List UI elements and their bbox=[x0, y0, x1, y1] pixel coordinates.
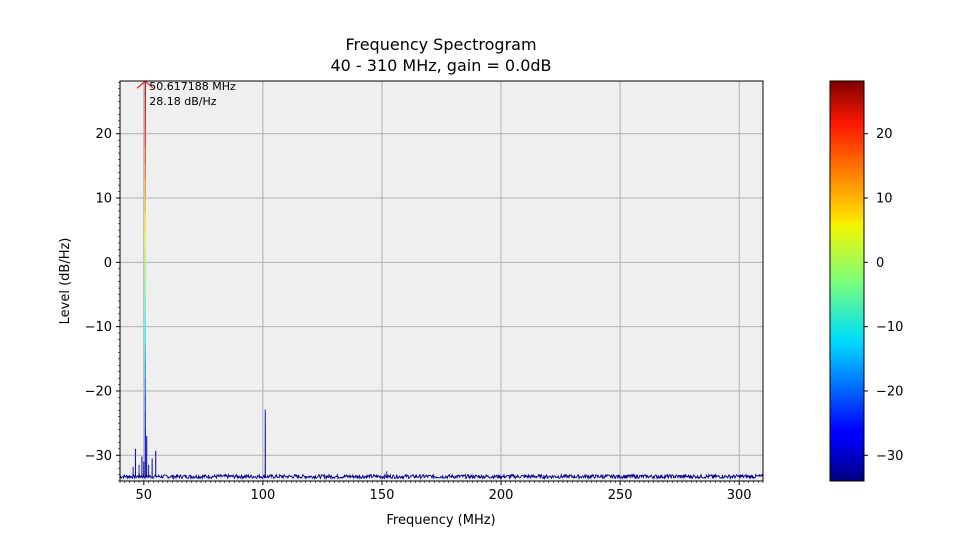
x-tick-label: 250 bbox=[608, 488, 633, 503]
y-tick-label: 10 bbox=[95, 192, 112, 207]
colorbar-tick-label: 10 bbox=[876, 192, 893, 207]
x-tick-label: 300 bbox=[727, 488, 752, 503]
y-axis-label: Level (dB/Hz) bbox=[58, 238, 73, 325]
colorbar-tick-label: −30 bbox=[876, 449, 903, 464]
y-tick-label: 0 bbox=[104, 256, 112, 271]
grid-lines bbox=[120, 81, 763, 481]
y-tick-label: 20 bbox=[95, 127, 112, 142]
peak-level-label: 28.18 dB/Hz bbox=[149, 95, 216, 108]
plot-frame bbox=[119, 80, 764, 482]
y-tick-label: −10 bbox=[85, 320, 112, 335]
x-tick-label: 100 bbox=[250, 488, 275, 503]
colorbar-tick-label: −20 bbox=[876, 384, 903, 399]
colorbar-tick-label: 0 bbox=[876, 256, 884, 271]
colorbar bbox=[829, 80, 865, 482]
y-tick-label: −30 bbox=[85, 449, 112, 464]
x-tick-label: 200 bbox=[489, 488, 514, 503]
chart-subtitle: 40 - 310 MHz, gain = 0.0dB bbox=[330, 56, 551, 75]
plot-area bbox=[120, 81, 763, 481]
chart-title: Frequency Spectrogram bbox=[345, 35, 536, 54]
peak-annotation: 50.617188 MHz 28.18 dB/Hz bbox=[136, 80, 236, 108]
peak-frequency-label: 50.617188 MHz bbox=[149, 80, 236, 93]
x-axis-ticks: 50 100 150 200 250 300 bbox=[119, 481, 764, 503]
colorbar-ticks: −30 −20 −10 0 10 20 bbox=[864, 127, 903, 464]
x-tick-label: 150 bbox=[370, 488, 395, 503]
colorbar-tick-label: −10 bbox=[876, 320, 903, 335]
y-tick-label: −20 bbox=[85, 384, 112, 399]
y-axis-ticks: −30 −20 −10 0 10 20 bbox=[85, 81, 120, 482]
colorbar-tick-label: 20 bbox=[876, 127, 893, 142]
x-tick-label: 50 bbox=[136, 488, 153, 503]
noise-floor-line bbox=[120, 472, 763, 481]
x-axis-label: Frequency (MHz) bbox=[386, 513, 495, 528]
spectrum-trace bbox=[120, 81, 763, 481]
